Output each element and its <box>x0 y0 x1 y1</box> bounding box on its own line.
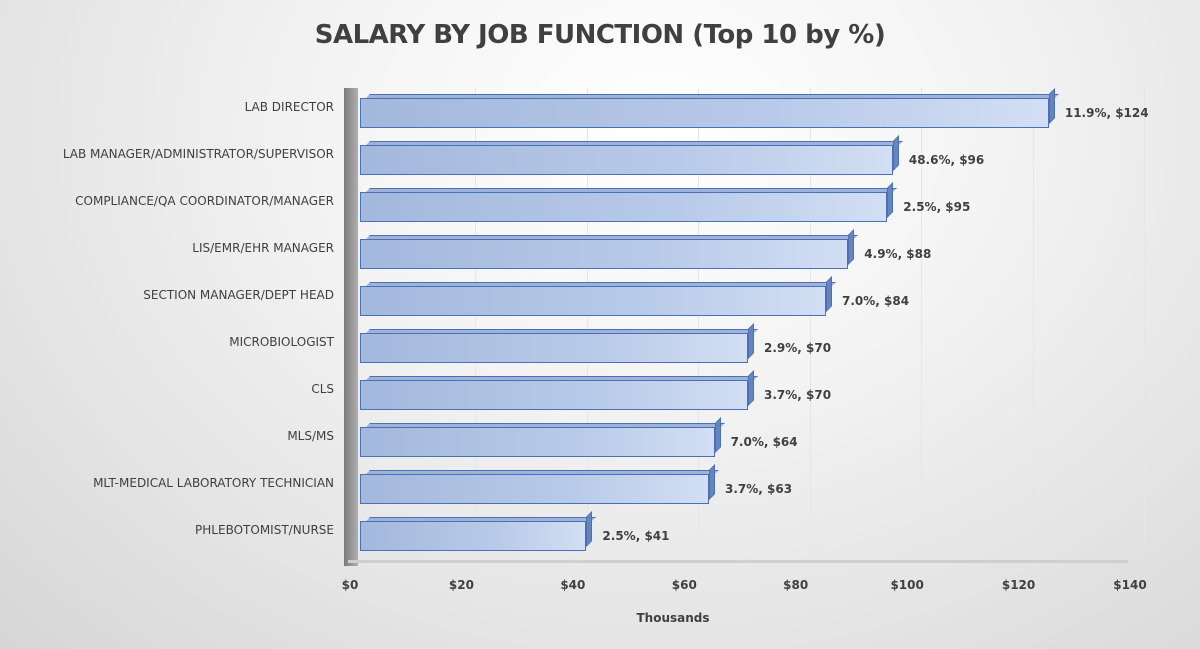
gridline <box>1144 88 1145 543</box>
data-label: 3.7%, $70 <box>764 388 832 402</box>
category-label: CLS <box>311 382 334 396</box>
bar <box>360 229 859 269</box>
bar <box>360 464 719 504</box>
category-label: LAB DIRECTOR <box>244 100 334 114</box>
axis-floor <box>348 560 1128 563</box>
gridline <box>1032 88 1034 543</box>
x-tick-label: $140 <box>1113 578 1147 592</box>
data-label: 2.9%, $70 <box>764 341 832 355</box>
bar <box>360 276 836 316</box>
bar <box>360 417 725 457</box>
data-label: 3.7%, $63 <box>725 482 793 496</box>
x-tick-label: $100 <box>890 578 924 592</box>
x-tick-label: $20 <box>448 578 474 592</box>
bar <box>360 182 898 222</box>
category-label: SECTION MANAGER/DEPT HEAD <box>143 288 334 302</box>
data-label: 11.9%, $124 <box>1064 106 1149 120</box>
gridline <box>921 88 923 543</box>
data-label: 7.0%, $64 <box>730 435 798 449</box>
chart-title: SALARY BY JOB FUNCTION (Top 10 by %) <box>314 20 886 50</box>
data-label: 2.5%, $41 <box>602 529 670 543</box>
data-label: 4.9%, $88 <box>864 247 932 261</box>
data-label: 48.6%, $96 <box>908 153 985 167</box>
x-axis-title: Thousands <box>636 611 710 625</box>
bar <box>360 135 903 175</box>
category-label: MICROBIOLOGIST <box>229 335 334 349</box>
bar <box>360 370 758 410</box>
x-tick-label: $40 <box>560 578 586 592</box>
bar <box>360 88 1059 128</box>
x-tick-label: $120 <box>1001 578 1036 592</box>
x-tick-label: $80 <box>783 578 809 592</box>
x-tick-label: $60 <box>671 578 697 592</box>
bar <box>360 511 597 551</box>
data-label: 2.5%, $95 <box>903 200 971 214</box>
x-tick-label: $0 <box>341 578 359 592</box>
category-label: LAB MANAGER/ADMINISTRATOR/SUPERVISOR <box>62 147 334 161</box>
category-label: MLT-MEDICAL LABORATORY TECHNICIAN <box>93 476 334 490</box>
category-label: PHLEBOTOMIST/NURSE <box>195 523 334 537</box>
data-label: 7.0%, $84 <box>842 294 910 308</box>
category-label: COMPLIANCE/QA COORDINATOR/MANAGER <box>75 194 334 208</box>
bar <box>360 323 758 363</box>
category-label: MLS/MS <box>287 429 334 443</box>
axis-wall <box>344 88 358 566</box>
category-label: LIS/EMR/EHR MANAGER <box>192 241 334 255</box>
